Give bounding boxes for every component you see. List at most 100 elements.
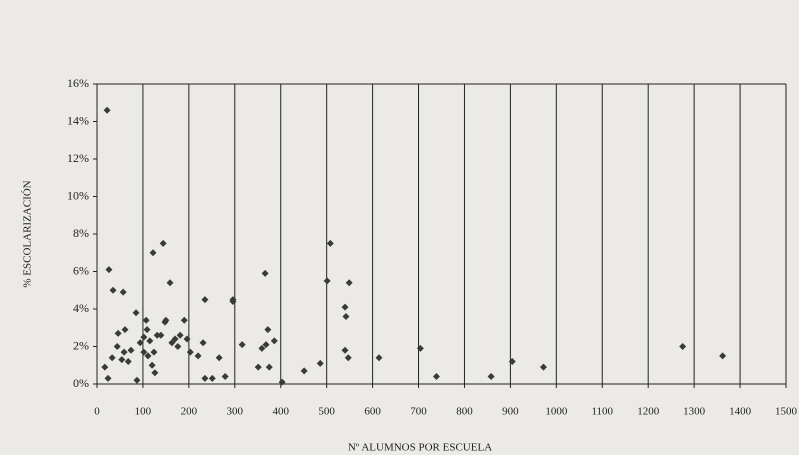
point: [344, 354, 352, 362]
point: [186, 348, 194, 356]
point: [105, 266, 113, 274]
point: [208, 374, 216, 382]
point: [194, 352, 202, 360]
point: [215, 354, 223, 362]
x-tick-label: 800: [456, 406, 473, 418]
point: [323, 277, 331, 285]
point: [265, 363, 273, 371]
y-tick-label: 6%: [73, 263, 89, 277]
point: [146, 337, 154, 345]
point: [261, 269, 269, 277]
point: [300, 367, 308, 375]
x-tick-label: 500: [318, 406, 335, 418]
point: [221, 373, 229, 380]
point: [508, 358, 516, 365]
point: [108, 354, 116, 362]
point: [487, 373, 495, 380]
point: [133, 376, 141, 384]
point: [238, 341, 246, 349]
x-tick-label: 900: [502, 406, 519, 418]
x-tick-label: 600: [364, 406, 381, 418]
point: [121, 326, 129, 334]
point: [264, 326, 272, 334]
point: [375, 354, 383, 362]
x-tick-label: 200: [181, 406, 198, 418]
point: [258, 344, 266, 352]
point: [118, 356, 126, 364]
x-tick-label: 100: [135, 406, 152, 418]
point: [159, 239, 167, 247]
x-tick-label: 400: [272, 406, 289, 418]
point: [127, 346, 135, 354]
point: [120, 348, 128, 356]
point: [171, 335, 179, 343]
point: [326, 239, 334, 247]
point: [140, 348, 148, 356]
point: [143, 326, 151, 334]
point: [270, 337, 278, 345]
y-tick-label: 12%: [67, 151, 89, 165]
point: [201, 374, 209, 382]
x-tick-label: 700: [410, 406, 427, 418]
point: [345, 279, 353, 287]
point: [201, 296, 209, 304]
x-tick-label: 0: [94, 406, 100, 418]
point: [101, 363, 109, 371]
x-tick-label: 1000: [545, 406, 568, 418]
y-tick-label: 4%: [73, 301, 89, 315]
point: [432, 373, 440, 380]
y-tick-label: 2%: [73, 338, 89, 352]
point: [149, 249, 157, 257]
point: [113, 343, 121, 350]
point: [278, 378, 286, 386]
point: [180, 316, 188, 324]
point: [254, 363, 262, 371]
point: [142, 316, 150, 324]
point: [416, 344, 424, 352]
point: [104, 374, 112, 382]
point: [136, 339, 144, 347]
point: [719, 352, 727, 360]
point: [124, 358, 132, 365]
point: [114, 329, 122, 337]
x-tick-label: 1100: [591, 406, 613, 418]
point: [144, 352, 152, 360]
point: [176, 331, 184, 339]
point: [679, 343, 687, 350]
y-tick-label: 14%: [67, 113, 89, 127]
point: [148, 361, 156, 369]
point: [109, 286, 117, 294]
point: [153, 331, 161, 339]
point: [341, 303, 349, 311]
y-tick-label: 10%: [67, 188, 89, 202]
point: [103, 106, 111, 114]
point: [150, 348, 158, 356]
point: [316, 359, 324, 367]
y-tick-label: 0%: [73, 376, 89, 390]
point: [162, 316, 170, 324]
point: [342, 313, 350, 320]
x-axis-title: Nº ALUMNOS POR ESCUELA: [348, 442, 492, 454]
y-axis-title: % ESCOLARIZACIÓN: [22, 180, 34, 287]
y-tick-label: 16%: [67, 76, 89, 90]
point: [174, 343, 182, 350]
point: [119, 288, 127, 296]
point: [166, 279, 174, 287]
point: [539, 363, 547, 371]
point: [229, 298, 237, 305]
point: [199, 339, 207, 347]
point: [341, 346, 349, 354]
point: [140, 333, 148, 341]
point: [262, 341, 270, 349]
x-tick-label: 300: [227, 406, 244, 418]
y-tick-label: 8%: [73, 226, 89, 240]
x-tick-label: 1300: [683, 406, 706, 418]
point: [183, 335, 191, 343]
point: [157, 331, 165, 339]
x-tick-label: 1400: [729, 406, 752, 418]
point: [132, 309, 140, 317]
x-tick-label: 1500: [775, 406, 798, 418]
x-tick-label: 1200: [637, 406, 660, 418]
point: [151, 369, 159, 377]
